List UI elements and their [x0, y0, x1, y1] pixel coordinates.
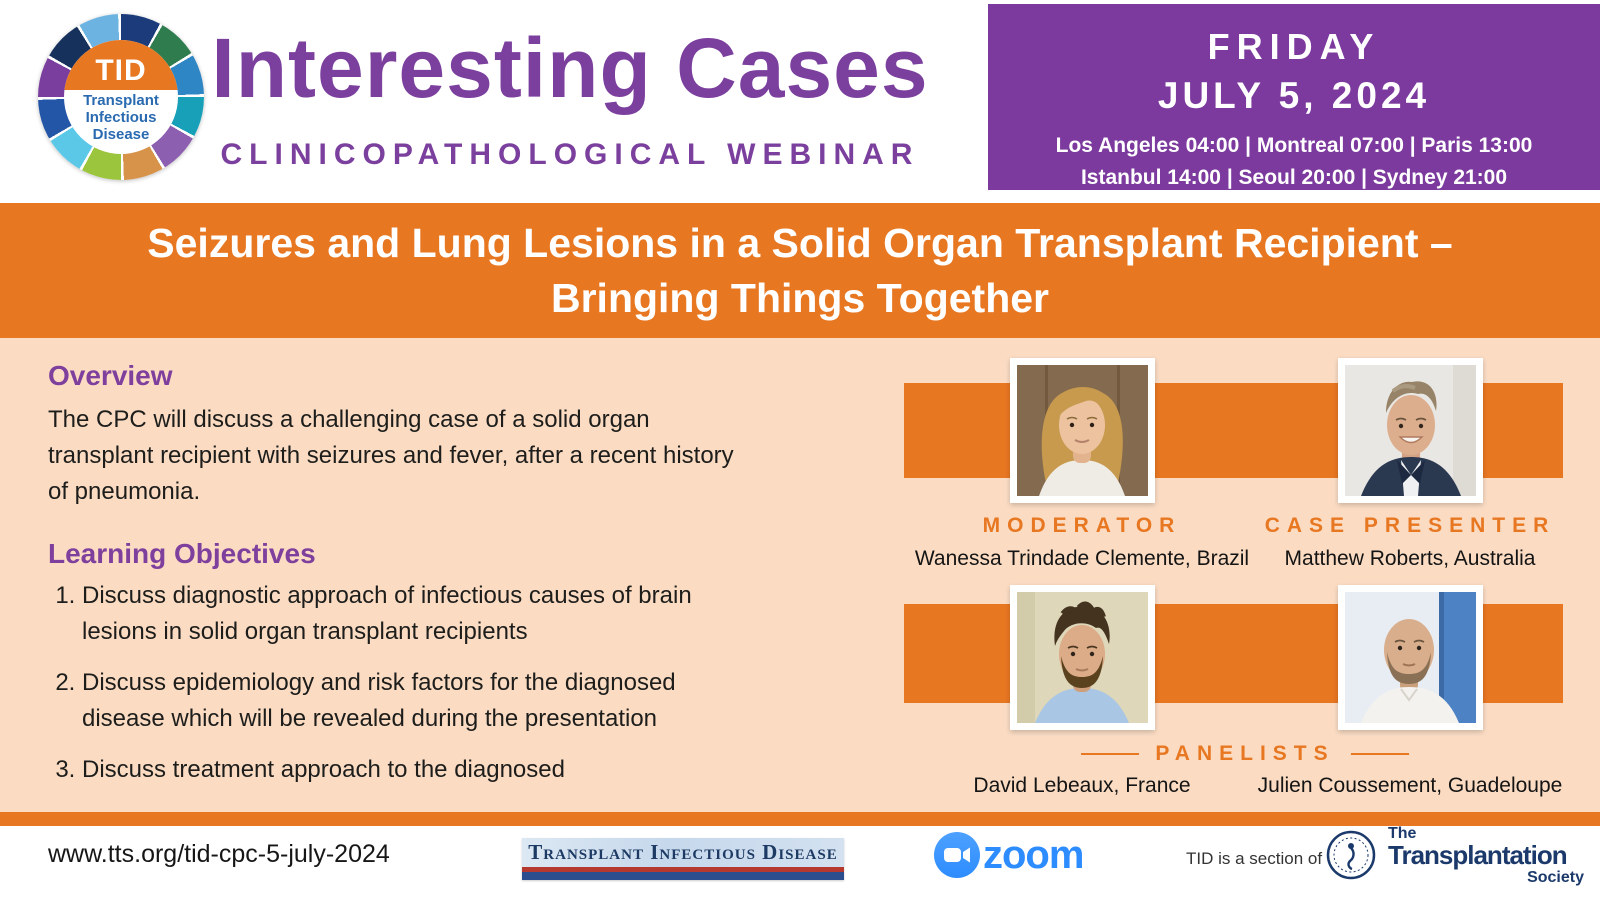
- journal-logo-text: Transplant Infectious Disease: [522, 838, 844, 867]
- panelists-dash-left: [1081, 753, 1140, 755]
- panelists-dash-right: [1350, 753, 1409, 755]
- panelist-2-portrait-icon: [1345, 592, 1476, 723]
- case-presenter-name: Matthew Roberts, Australia: [1284, 547, 1536, 570]
- journal-logo: Transplant Infectious Disease: [522, 838, 844, 880]
- panelists-label: PANELISTS: [1155, 742, 1335, 765]
- zoom-wordmark: zoom: [983, 833, 1084, 877]
- tid-logo-inner: TID Transplant Infectious Disease: [64, 40, 178, 154]
- page-subtitle: CLINICOPATHOLOGICAL WEBINAR: [220, 138, 920, 171]
- footer-divider: [0, 812, 1600, 826]
- panelist-2-photo: [1338, 585, 1483, 730]
- objective-item: Discuss treatment approach to the diagno…: [82, 752, 904, 788]
- banner-line-2: Bringing Things Together: [550, 274, 1050, 321]
- tid-logo-text: Transplant Infectious Disease: [83, 92, 159, 143]
- date-full: JULY 5, 2024: [1157, 75, 1431, 116]
- objective-item: Discuss epidemiology and risk factors fo…: [82, 665, 904, 737]
- timezones-line-1: Los Angeles 04:00 | Montreal 07:00 | Par…: [1055, 134, 1533, 157]
- tid-section-note: TID is a section of: [1186, 849, 1323, 868]
- moderator-label: MODERATOR: [982, 514, 1182, 537]
- case-presenter-label: CASE PRESENTER: [1264, 514, 1556, 537]
- panelist-1-photo: [1010, 585, 1155, 730]
- page-title: Interesting Cases: [211, 21, 929, 115]
- panelist-1-portrait-icon: [1017, 592, 1148, 723]
- overview-heading: Overview: [48, 360, 173, 391]
- journal-stripe-blue: [522, 872, 844, 880]
- case-presenter-photo: [1338, 358, 1483, 503]
- objective-item: Discuss diagnostic approach of infectiou…: [82, 578, 904, 650]
- objectives-heading: Learning Objectives: [48, 538, 316, 569]
- moderator-name: Wanessa Trindade Clemente, Brazil: [914, 547, 1250, 570]
- panelist-1-name: David Lebeaux, France: [973, 774, 1191, 797]
- overview-text: The CPC will discuss a challenging case …: [48, 406, 734, 505]
- panelists-row: PANELISTS: [1025, 742, 1465, 766]
- tid-logo-abbr: TID: [95, 54, 147, 87]
- objectives-list: Discuss diagnostic approach of infectiou…: [48, 578, 904, 803]
- zoom-logo: zoom: [934, 832, 1084, 878]
- date-day: FRIDAY: [1207, 26, 1381, 67]
- panelist-2-name: Julien Coussement, Guadeloupe: [1257, 774, 1563, 797]
- moderator-portrait-icon: [1017, 365, 1148, 496]
- case-presenter-portrait-icon: [1345, 365, 1476, 496]
- webinar-url: www.tts.org/tid-cpc-5-july-2024: [48, 840, 390, 868]
- tid-logo-band: TID: [64, 40, 178, 90]
- tts-logo-the: The: [1388, 825, 1417, 842]
- tts-logo-name: Transplantation: [1388, 840, 1568, 870]
- timezones-line-2: Istanbul 14:00 | Seoul 20:00 | Sydney 21…: [1080, 165, 1508, 189]
- tid-logo-icon: TID Transplant Infectious Disease: [38, 14, 204, 180]
- tts-logo: The Transplantation Society: [1388, 826, 1598, 887]
- journal-stripe-red: [522, 867, 844, 872]
- title-banner: Seizures and Lung Lesions in a Solid Org…: [0, 203, 1600, 338]
- moderator-photo: [1010, 358, 1155, 503]
- banner-line-1: Seizures and Lung Lesions in a Solid Org…: [147, 220, 1453, 267]
- tts-logo-society: Society: [1527, 869, 1584, 887]
- tts-seal-icon: [1326, 830, 1376, 880]
- date-box: FRIDAY JULY 5, 2024 Los Angeles 04:00 | …: [988, 4, 1600, 190]
- zoom-camera-icon: [934, 832, 980, 878]
